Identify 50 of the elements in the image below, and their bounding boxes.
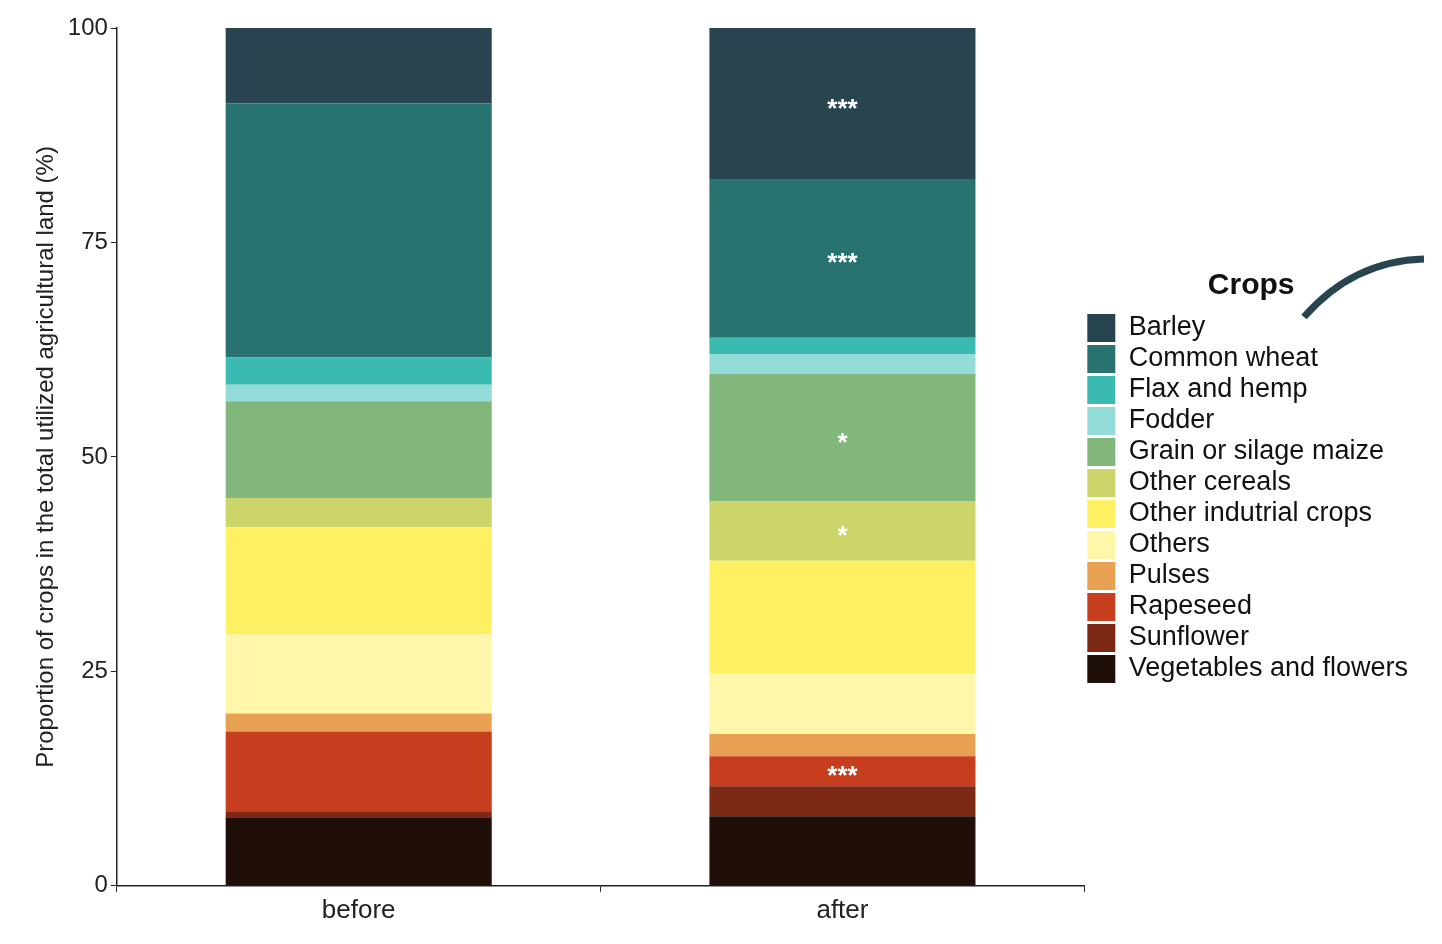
legend-label: Sunflower	[1128, 621, 1249, 652]
bar	[225, 817, 492, 886]
bar	[709, 373, 976, 502]
bar	[709, 733, 976, 757]
bar	[225, 731, 492, 813]
bar	[225, 401, 492, 499]
bar	[709, 673, 976, 734]
bar	[709, 178, 976, 338]
bar	[709, 560, 976, 674]
legend-title: Crops	[1207, 267, 1295, 301]
bar	[709, 756, 976, 787]
x-tick-label: before	[321, 893, 396, 924]
bar	[225, 713, 492, 732]
bar	[225, 812, 492, 818]
y-tick-label: 100	[67, 12, 108, 40]
annotation: *	[837, 426, 849, 457]
bar	[709, 353, 976, 374]
y-axis-title: Proportion of crops in the total utilized agricultural land (%)	[31, 146, 59, 768]
x-tick-label: after	[816, 893, 869, 924]
bar	[225, 28, 492, 104]
legend-label: Vegetables and flowers	[1128, 652, 1409, 683]
legend-label: Common wheat	[1128, 342, 1319, 373]
bar	[225, 498, 492, 528]
legend-label: Fodder	[1128, 404, 1215, 435]
legend-label: Others	[1128, 528, 1210, 559]
legend-label: Other indutrial crops	[1128, 497, 1372, 528]
bar	[709, 501, 976, 561]
annotation: ***	[827, 760, 859, 791]
legend-label: Other cereals	[1128, 466, 1291, 497]
bar	[225, 357, 492, 385]
bar	[709, 337, 976, 354]
legend-label: Rapeseed	[1128, 590, 1252, 621]
legend-label: Barley	[1128, 311, 1206, 342]
y-tick-label: 25	[81, 655, 108, 683]
bar	[225, 384, 492, 402]
legend-label: Grain or silage maize	[1128, 435, 1384, 466]
annotation: ***	[827, 92, 859, 123]
y-tick-label: 0	[94, 870, 108, 898]
legend-label: Pulses	[1128, 559, 1210, 590]
bar	[709, 816, 976, 886]
annotation: ***	[827, 247, 859, 278]
legend-label: Flax and hemp	[1128, 373, 1308, 404]
bar	[225, 103, 492, 358]
bar	[709, 786, 976, 817]
y-tick-label: 75	[81, 227, 108, 255]
y-tick-label: 50	[81, 441, 108, 469]
bar	[225, 634, 492, 714]
annotation: *	[837, 520, 849, 551]
bar	[709, 28, 976, 179]
bar	[225, 527, 492, 635]
